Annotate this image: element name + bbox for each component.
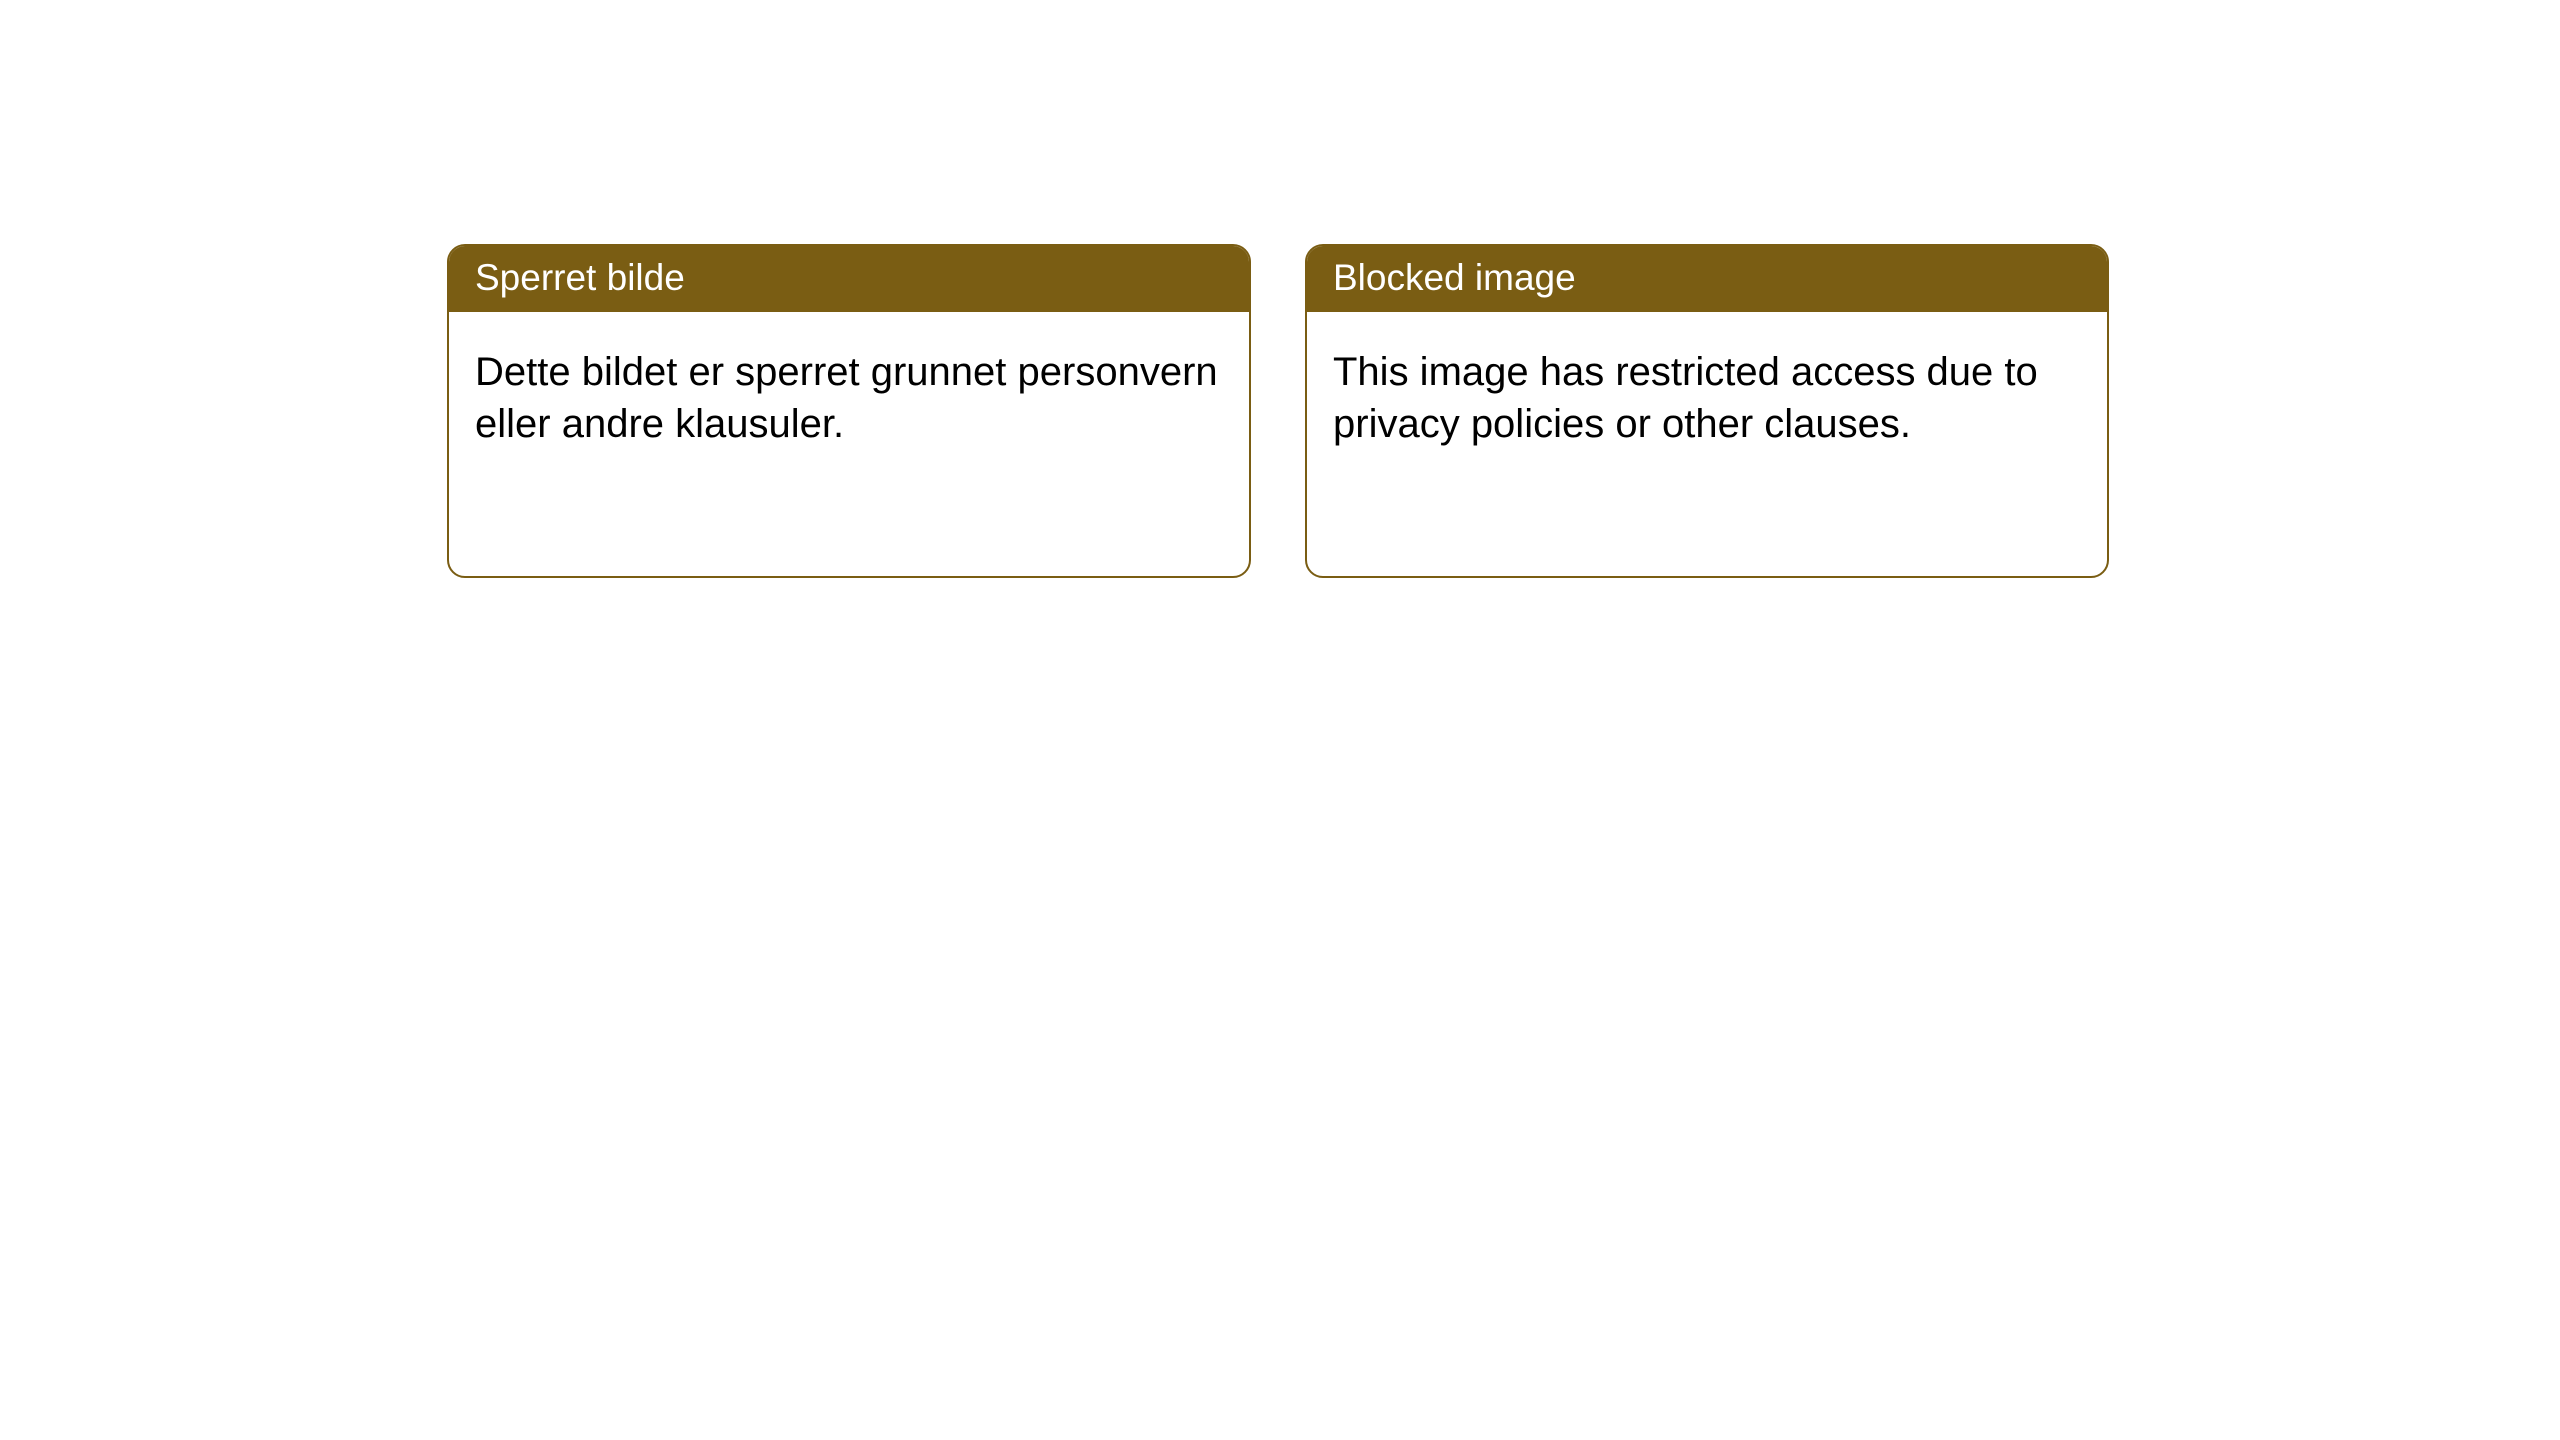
- card-header: Sperret bilde: [449, 246, 1249, 312]
- card-body: Dette bildet er sperret grunnet personve…: [449, 312, 1249, 484]
- card-title: Sperret bilde: [475, 257, 685, 298]
- notice-card-norwegian: Sperret bilde Dette bildet er sperret gr…: [447, 244, 1251, 578]
- card-body: This image has restricted access due to …: [1307, 312, 2107, 484]
- card-title: Blocked image: [1333, 257, 1576, 298]
- card-header: Blocked image: [1307, 246, 2107, 312]
- notice-card-english: Blocked image This image has restricted …: [1305, 244, 2109, 578]
- card-body-text: Dette bildet er sperret grunnet personve…: [475, 350, 1218, 446]
- card-body-text: This image has restricted access due to …: [1333, 350, 2038, 446]
- notice-container: Sperret bilde Dette bildet er sperret gr…: [447, 244, 2109, 578]
